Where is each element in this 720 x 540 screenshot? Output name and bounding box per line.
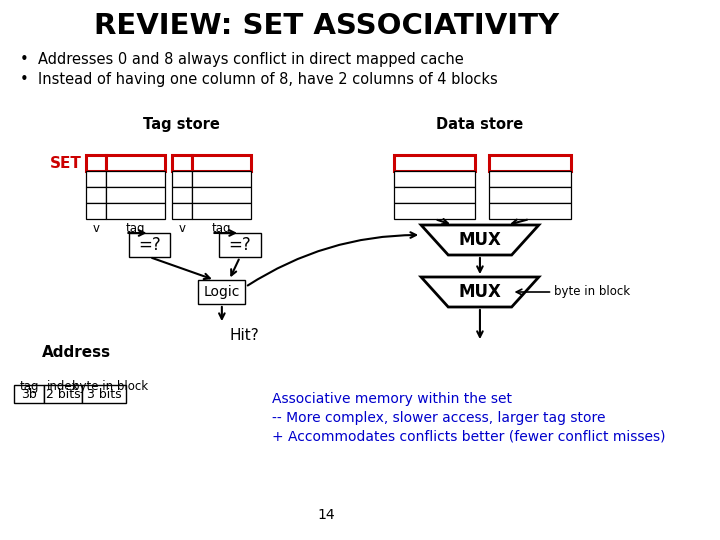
Bar <box>394 187 475 203</box>
Bar <box>394 203 475 219</box>
Text: tag: tag <box>212 222 231 235</box>
Bar <box>86 155 106 171</box>
Text: •  Addresses 0 and 8 always conflict in direct mapped cache: • Addresses 0 and 8 always conflict in d… <box>20 52 464 67</box>
Text: MUX: MUX <box>459 283 501 301</box>
Bar <box>106 187 165 203</box>
Bar <box>106 203 165 219</box>
Bar <box>489 155 570 171</box>
Text: REVIEW: SET ASSOCIATIVITY: REVIEW: SET ASSOCIATIVITY <box>94 12 559 40</box>
Bar <box>192 203 251 219</box>
Text: Associative memory within the set: Associative memory within the set <box>271 392 512 406</box>
Text: Tag store: Tag store <box>143 117 220 132</box>
Bar <box>172 187 192 203</box>
Bar <box>192 187 251 203</box>
Bar <box>129 233 170 257</box>
Text: •  Instead of having one column of 8, have 2 columns of 4 blocks: • Instead of having one column of 8, hav… <box>20 72 498 87</box>
Bar <box>106 155 165 171</box>
Text: tag: tag <box>19 380 39 393</box>
Polygon shape <box>421 277 539 307</box>
Bar <box>198 280 246 304</box>
Bar <box>489 171 570 187</box>
Text: index: index <box>48 380 80 393</box>
Bar <box>45 385 82 403</box>
Bar <box>394 171 475 187</box>
Text: 2 bits: 2 bits <box>46 388 81 401</box>
Text: =?: =? <box>138 236 161 254</box>
Text: -- More complex, slower access, larger tag store: -- More complex, slower access, larger t… <box>271 411 606 425</box>
Text: Logic: Logic <box>204 285 240 299</box>
Text: 3b: 3b <box>21 388 37 401</box>
Bar <box>192 155 251 171</box>
Text: 3 bits: 3 bits <box>87 388 122 401</box>
Text: Address: Address <box>42 345 112 360</box>
Text: v: v <box>92 222 99 235</box>
Bar <box>86 203 106 219</box>
Text: SET: SET <box>50 156 81 171</box>
Text: 14: 14 <box>318 508 335 522</box>
Bar <box>489 203 570 219</box>
Bar <box>86 171 106 187</box>
Text: tag: tag <box>125 222 145 235</box>
Polygon shape <box>421 225 539 255</box>
Bar <box>489 187 570 203</box>
Bar <box>82 385 126 403</box>
Bar <box>172 171 192 187</box>
Bar <box>106 171 165 187</box>
Text: =?: =? <box>228 236 251 254</box>
Text: Data store: Data store <box>436 117 523 132</box>
Text: + Accommodates conflicts better (fewer conflict misses): + Accommodates conflicts better (fewer c… <box>271 430 665 444</box>
Bar <box>86 187 106 203</box>
Text: MUX: MUX <box>459 231 501 249</box>
Bar <box>219 233 261 257</box>
Text: byte in block: byte in block <box>554 286 630 299</box>
Text: byte in block: byte in block <box>73 380 148 393</box>
Bar <box>192 171 251 187</box>
Bar <box>172 203 192 219</box>
Bar <box>172 155 192 171</box>
Text: Hit?: Hit? <box>229 328 259 343</box>
Bar <box>14 385 45 403</box>
Bar <box>394 155 475 171</box>
Text: v: v <box>179 222 186 235</box>
